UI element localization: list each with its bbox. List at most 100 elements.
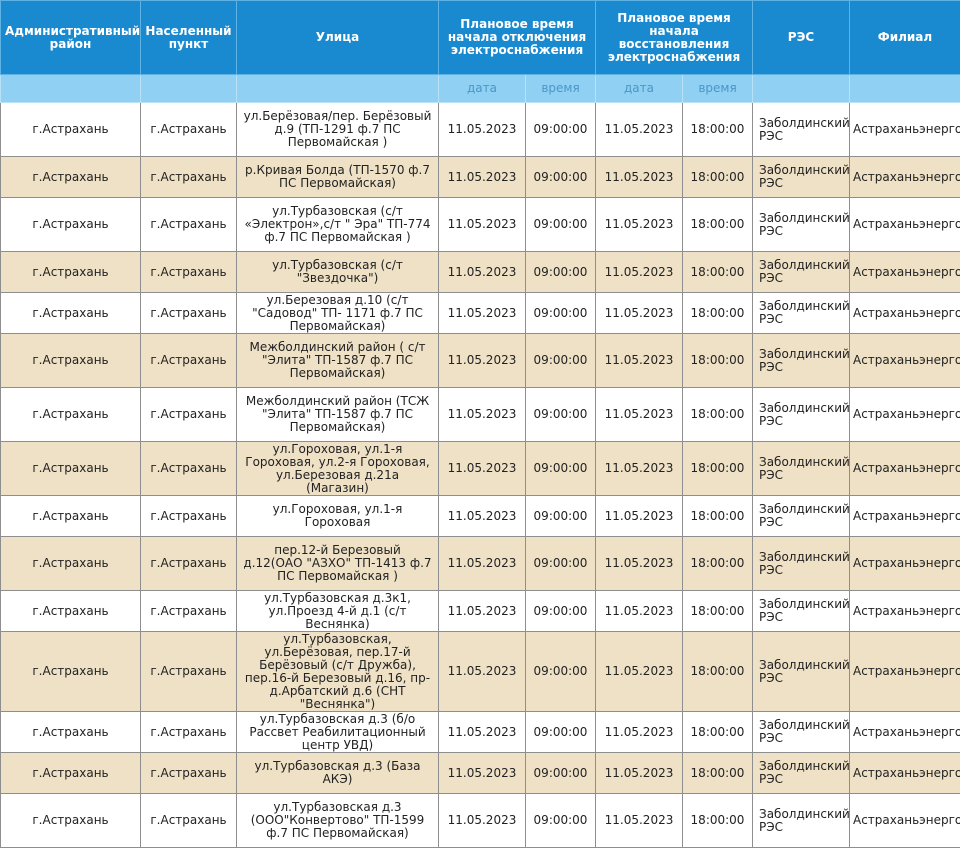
cell-off-time: 09:00:00 bbox=[525, 102, 596, 157]
cell-off-date: 11.05.2023 bbox=[438, 590, 526, 632]
cell-branch: Астраханьэнерго bbox=[849, 495, 960, 537]
cell-off-time: 09:00:00 bbox=[525, 711, 596, 753]
cell-res: Заболдинский РЭС bbox=[752, 631, 850, 712]
cell-district: г.Астрахань bbox=[0, 590, 141, 632]
cell-locality: г.Астрахань bbox=[140, 711, 237, 753]
cell-locality: г.Астрахань bbox=[140, 251, 237, 293]
cell-district: г.Астрахань bbox=[0, 156, 141, 198]
table-row: г.Астрахань г.Астрахань ул.Турбазовская д.… bbox=[0, 590, 960, 632]
cell-street: ул.Турбазовская д.3 (ООО"Конвертово" ТП-… bbox=[236, 793, 439, 848]
cell-res: Заболдинский РЭС bbox=[752, 752, 850, 794]
subheader-off-time: время bbox=[525, 74, 596, 103]
cell-on-time: 18:00:00 bbox=[682, 590, 753, 632]
cell-district: г.Астрахань bbox=[0, 387, 141, 442]
cell-off-time: 09:00:00 bbox=[525, 590, 596, 632]
table-row: г.Астрахань г.Астрахань Межболдинский райо… bbox=[0, 387, 960, 442]
cell-on-time: 18:00:00 bbox=[682, 156, 753, 198]
cell-district: г.Астрахань bbox=[0, 631, 141, 712]
table-row: г.Астрахань г.Астрахань ул.Турбазовская д.… bbox=[0, 711, 960, 753]
cell-res: Заболдинский РЭС bbox=[752, 292, 850, 334]
header-locality: Населенный пункт bbox=[140, 0, 237, 75]
cell-res: Заболдинский РЭС bbox=[752, 251, 850, 293]
cell-on-date: 11.05.2023 bbox=[595, 333, 683, 388]
cell-district: г.Астрахань bbox=[0, 752, 141, 794]
cell-on-time: 18:00:00 bbox=[682, 495, 753, 537]
subheader-empty bbox=[140, 74, 237, 103]
table-row: г.Астрахань г.Астрахань ул.Березовая д.10 … bbox=[0, 292, 960, 334]
cell-branch: Астраханьэнерго bbox=[849, 292, 960, 334]
cell-off-date: 11.05.2023 bbox=[438, 711, 526, 753]
cell-off-time: 09:00:00 bbox=[525, 292, 596, 334]
cell-on-date: 11.05.2023 bbox=[595, 590, 683, 632]
cell-branch: Астраханьэнерго bbox=[849, 387, 960, 442]
cell-district: г.Астрахань bbox=[0, 536, 141, 591]
cell-locality: г.Астрахань bbox=[140, 536, 237, 591]
cell-off-time: 09:00:00 bbox=[525, 333, 596, 388]
cell-branch: Астраханьэнерго bbox=[849, 793, 960, 848]
cell-off-date: 11.05.2023 bbox=[438, 251, 526, 293]
cell-branch: Астраханьэнерго bbox=[849, 711, 960, 753]
table-row: г.Астрахань г.Астрахань ул.Турбазовская, у… bbox=[0, 631, 960, 712]
cell-on-time: 18:00:00 bbox=[682, 102, 753, 157]
table-row: г.Астрахань г.Астрахань ул.Турбазовская д.… bbox=[0, 752, 960, 794]
cell-off-time: 09:00:00 bbox=[525, 441, 596, 496]
cell-street: ул.Турбазовская д.3 (База АКЭ) bbox=[236, 752, 439, 794]
table-row: г.Астрахань г.Астрахань ул.Берёзовая/пер. … bbox=[0, 102, 960, 157]
cell-on-date: 11.05.2023 bbox=[595, 251, 683, 293]
subheader-empty bbox=[0, 74, 141, 103]
table-row: г.Астрахань г.Астрахань ул.Турбазовская (с… bbox=[0, 251, 960, 293]
cell-on-date: 11.05.2023 bbox=[595, 793, 683, 848]
cell-locality: г.Астрахань bbox=[140, 156, 237, 198]
table-row: г.Астрахань г.Астрахань р.Кривая Болда (ТП… bbox=[0, 156, 960, 198]
cell-on-date: 11.05.2023 bbox=[595, 156, 683, 198]
header-district: Административный район bbox=[0, 0, 141, 75]
cell-street: ул.Гороховая, ул.1-я Гороховая, ул.2-я Г… bbox=[236, 441, 439, 496]
cell-street: ул.Турбазовская д.3к1, ул.Проезд 4-й д.1… bbox=[236, 590, 439, 632]
cell-res: Заболдинский РЭС bbox=[752, 590, 850, 632]
table-row: г.Астрахань г.Астрахань ул.Турбазовская д.… bbox=[0, 793, 960, 848]
cell-on-date: 11.05.2023 bbox=[595, 387, 683, 442]
cell-on-time: 18:00:00 bbox=[682, 292, 753, 334]
cell-on-date: 11.05.2023 bbox=[595, 292, 683, 334]
cell-off-date: 11.05.2023 bbox=[438, 333, 526, 388]
cell-off-time: 09:00:00 bbox=[525, 793, 596, 848]
cell-locality: г.Астрахань bbox=[140, 387, 237, 442]
cell-res: Заболдинский РЭС bbox=[752, 711, 850, 753]
cell-on-time: 18:00:00 bbox=[682, 752, 753, 794]
cell-street: ул.Турбазовская (с/т "Звездочка") bbox=[236, 251, 439, 293]
cell-res: Заболдинский РЭС bbox=[752, 495, 850, 537]
cell-locality: г.Астрахань bbox=[140, 793, 237, 848]
cell-on-date: 11.05.2023 bbox=[595, 495, 683, 537]
subheader-empty bbox=[752, 74, 850, 103]
header-restore-time: Плановое время начала восстановления эле… bbox=[595, 0, 753, 75]
subheader-empty bbox=[236, 74, 439, 103]
table-row: г.Астрахань г.Астрахань пер.12-й Березовый… bbox=[0, 536, 960, 591]
cell-res: Заболдинский РЭС bbox=[752, 333, 850, 388]
subheader-on-date: дата bbox=[595, 74, 683, 103]
cell-res: Заболдинский РЭС bbox=[752, 102, 850, 157]
header-off-time: Плановое время начала отключения электро… bbox=[438, 0, 596, 75]
cell-branch: Астраханьэнерго bbox=[849, 441, 960, 496]
cell-off-time: 09:00:00 bbox=[525, 752, 596, 794]
cell-res: Заболдинский РЭС bbox=[752, 197, 850, 252]
cell-branch: Астраханьэнерго bbox=[849, 752, 960, 794]
cell-locality: г.Астрахань bbox=[140, 333, 237, 388]
cell-locality: г.Астрахань bbox=[140, 752, 237, 794]
cell-res: Заболдинский РЭС bbox=[752, 156, 850, 198]
subheader-off-date: дата bbox=[438, 74, 526, 103]
cell-on-date: 11.05.2023 bbox=[595, 441, 683, 496]
cell-district: г.Астрахань bbox=[0, 333, 141, 388]
cell-locality: г.Астрахань bbox=[140, 292, 237, 334]
cell-on-date: 11.05.2023 bbox=[595, 536, 683, 591]
cell-locality: г.Астрахань bbox=[140, 102, 237, 157]
cell-off-date: 11.05.2023 bbox=[438, 752, 526, 794]
table-row: г.Астрахань г.Астрахань ул.Турбазовская (с… bbox=[0, 197, 960, 252]
cell-off-date: 11.05.2023 bbox=[438, 793, 526, 848]
cell-branch: Астраханьэнерго bbox=[849, 333, 960, 388]
cell-off-date: 11.05.2023 bbox=[438, 197, 526, 252]
cell-district: г.Астрахань bbox=[0, 102, 141, 157]
cell-district: г.Астрахань bbox=[0, 793, 141, 848]
cell-on-time: 18:00:00 bbox=[682, 197, 753, 252]
cell-off-date: 11.05.2023 bbox=[438, 441, 526, 496]
cell-off-date: 11.05.2023 bbox=[438, 495, 526, 537]
